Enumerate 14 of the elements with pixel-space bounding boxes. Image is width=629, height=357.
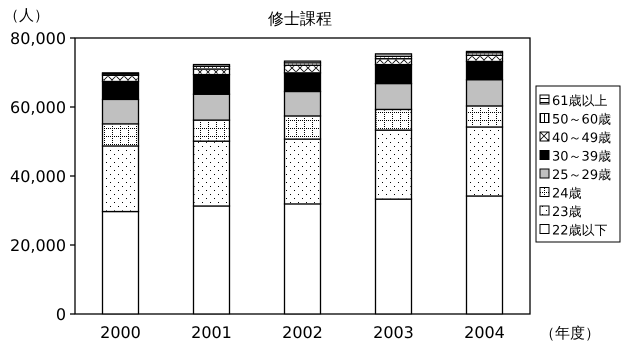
chart-title: 修士課程 [268,9,332,28]
x-tick-label: 2003 [373,323,414,342]
legend: 61歳以上 50～60歳 40～49歳 30～39歳 25～29歳 24歳 23歳 22歳以下 [536,86,620,242]
y-axis-title: （人） [4,6,49,24]
x-axis-title: （年度） [540,324,600,342]
y-tick-label: 40,000 [10,167,66,186]
y-tick-label: 60,000 [10,98,66,117]
x-tick-label: 2004 [464,323,505,342]
y-tick-label: 20,000 [10,236,66,255]
y-tick-label: 0 [56,305,66,324]
x-tick-label: 2000 [100,323,141,342]
y-tick-label: 80,000 [10,29,66,48]
x-tick-label: 2001 [191,323,232,342]
x-tick-label: 2002 [282,323,323,342]
